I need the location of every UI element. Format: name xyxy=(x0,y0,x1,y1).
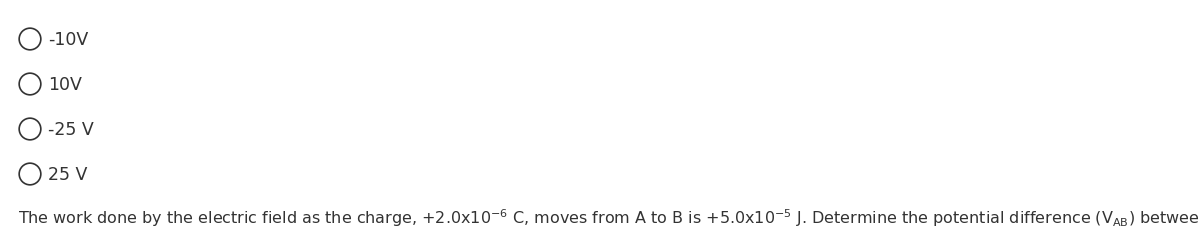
Point xyxy=(20,172,40,176)
Point xyxy=(20,83,40,87)
Text: The work done by the electric field as the charge, +2.0x10$^{-6}$ C, moves from : The work done by the electric field as t… xyxy=(18,206,1200,228)
Point xyxy=(20,38,40,42)
Text: -10V: -10V xyxy=(48,31,89,49)
Text: 10V: 10V xyxy=(48,76,82,94)
Point xyxy=(20,128,40,131)
Text: -25 V: -25 V xyxy=(48,120,94,138)
Text: 25 V: 25 V xyxy=(48,165,88,183)
